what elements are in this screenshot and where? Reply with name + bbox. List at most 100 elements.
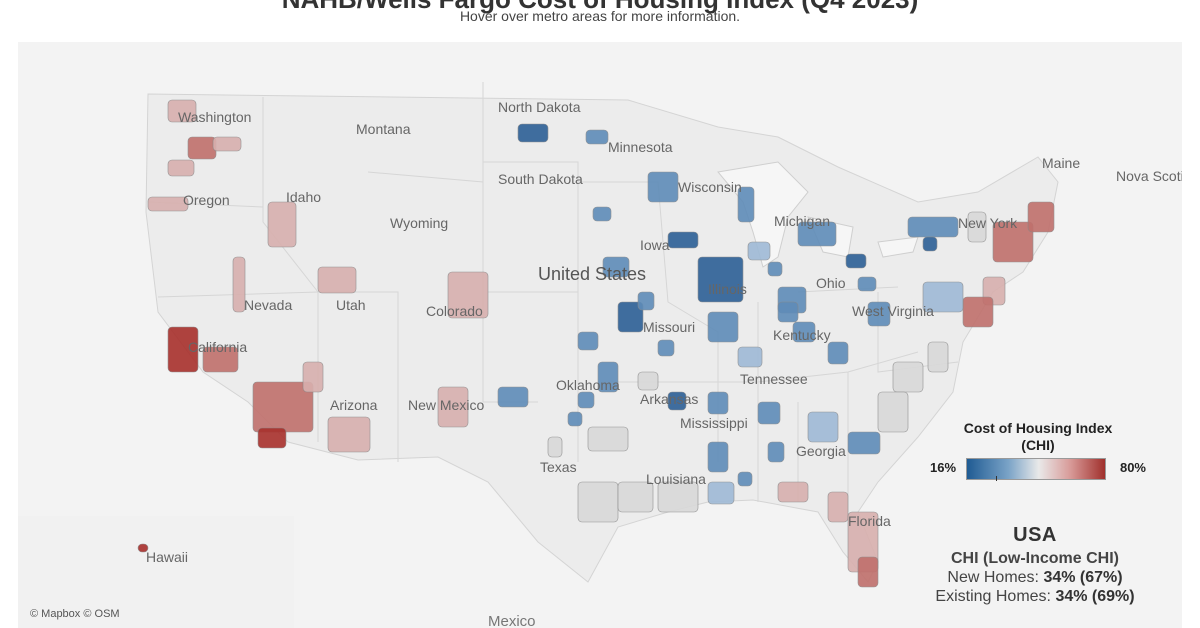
metro-area[interactable] [267, 201, 297, 248]
existing-homes-label: Existing Homes: [935, 588, 1051, 605]
metro-area[interactable] [857, 556, 879, 588]
metro-area[interactable] [447, 271, 489, 319]
metro-area[interactable] [737, 186, 755, 223]
label-illinois: Illinois [708, 281, 747, 297]
metro-area[interactable] [657, 339, 675, 357]
metro-area[interactable] [767, 261, 783, 277]
metro-area[interactable] [807, 411, 839, 443]
metro-area[interactable] [577, 331, 599, 351]
page-title: NAHB/Wells Fargo Cost of Housing Index (… [0, 0, 1200, 15]
metro-area[interactable] [437, 386, 469, 428]
legend-max: 80% [1119, 460, 1146, 475]
metro-area[interactable] [147, 196, 189, 212]
metro-area[interactable] [707, 481, 735, 505]
metro-area[interactable] [857, 276, 877, 292]
metro-area[interactable] [232, 256, 246, 313]
metro-area[interactable] [967, 211, 987, 243]
label-tennessee: Tennessee [740, 371, 808, 387]
metro-area[interactable] [992, 221, 1034, 263]
metro-area[interactable] [845, 253, 867, 269]
metro-area[interactable] [737, 346, 763, 368]
metro-area[interactable] [327, 416, 371, 453]
metro-area[interactable] [922, 236, 938, 252]
metro-area[interactable] [827, 491, 849, 523]
legend-subtitle: (CHI) [1021, 437, 1055, 453]
metro-area[interactable] [1027, 201, 1055, 233]
metro-area[interactable] [202, 346, 239, 373]
metro-area[interactable] [792, 321, 816, 343]
metro-area[interactable] [697, 256, 744, 303]
metro-area[interactable] [167, 99, 197, 123]
metro-area[interactable] [647, 171, 679, 203]
metro-area[interactable] [747, 241, 771, 261]
metro-area[interactable] [167, 159, 195, 177]
metro-area[interactable] [585, 129, 609, 145]
label-wisconsin: Wisconsin [678, 179, 742, 195]
hawaii-inset [18, 516, 294, 628]
metro-area[interactable] [317, 266, 357, 294]
metro-area[interactable] [922, 281, 964, 313]
metro-area[interactable] [637, 371, 659, 391]
metro-area[interactable] [137, 543, 149, 553]
metro-area[interactable] [767, 441, 785, 463]
metro-area[interactable] [707, 441, 729, 473]
label-colorado: Colorado [426, 303, 483, 319]
summary-new-homes: New Homes: 34% (67%) [890, 569, 1180, 587]
metro-area[interactable] [577, 391, 595, 409]
new-homes-label: New Homes: [947, 569, 1039, 586]
label-missouri: Missouri [643, 319, 695, 335]
metro-area[interactable] [602, 256, 630, 278]
label-hawaii: Hawaii [146, 549, 188, 565]
metro-area[interactable] [302, 361, 324, 393]
metro-area[interactable] [847, 431, 881, 455]
metro-area[interactable] [497, 386, 529, 408]
metro-area[interactable] [657, 481, 699, 513]
metro-area[interactable] [667, 391, 687, 411]
metro-area[interactable] [167, 326, 199, 373]
metro-area[interactable] [587, 426, 629, 452]
existing-homes-value: 34% (69%) [1055, 588, 1135, 605]
metro-area[interactable] [592, 206, 612, 222]
metro-area[interactable] [777, 301, 799, 323]
metro-area[interactable] [187, 136, 217, 160]
summary-existing-homes: Existing Homes: 34% (69%) [890, 588, 1180, 606]
metro-area[interactable] [892, 361, 924, 393]
metro-area[interactable] [777, 481, 809, 503]
label-louisiana: Louisiana [646, 471, 706, 487]
metro-area[interactable] [517, 123, 549, 143]
label-michigan: Michigan [774, 213, 830, 229]
metro-area[interactable] [757, 401, 781, 425]
metro-area[interactable] [797, 221, 837, 247]
label-nevada: Nevada [244, 297, 292, 313]
label-california: California [188, 339, 247, 355]
metro-area[interactable] [927, 341, 949, 373]
metro-area[interactable] [547, 436, 563, 458]
label-florida: Florida [848, 513, 891, 529]
metro-area[interactable] [737, 471, 753, 487]
metro-area[interactable] [707, 311, 739, 343]
metro-area[interactable] [707, 391, 729, 415]
metro-areas[interactable] [137, 99, 1055, 588]
metro-area[interactable] [617, 481, 654, 513]
metro-area[interactable] [827, 341, 849, 365]
label-washington: Washington [178, 109, 251, 125]
map-canvas[interactable]: Washington Oregon California Nevada Idah… [18, 42, 1182, 628]
legend-gradient [966, 458, 1106, 480]
metro-area[interactable] [257, 427, 287, 449]
metro-area[interactable] [867, 301, 891, 327]
metro-area[interactable] [962, 296, 994, 328]
label-south-dakota: South Dakota [498, 171, 583, 187]
metro-area[interactable] [567, 411, 583, 427]
metro-area[interactable] [597, 361, 619, 393]
legend-us-marker [996, 476, 997, 481]
metro-area[interactable] [637, 291, 655, 311]
metro-area[interactable] [577, 481, 619, 523]
metro-area[interactable] [667, 231, 699, 249]
label-oklahoma: Oklahoma [556, 377, 620, 393]
metro-area[interactable] [877, 391, 909, 433]
metro-area[interactable] [907, 216, 959, 238]
metro-area[interactable] [617, 301, 644, 333]
metro-area[interactable] [212, 136, 242, 152]
label-montana: Montana [356, 121, 411, 137]
choropleth-map[interactable]: Washington Oregon California Nevada Idah… [18, 42, 1182, 628]
